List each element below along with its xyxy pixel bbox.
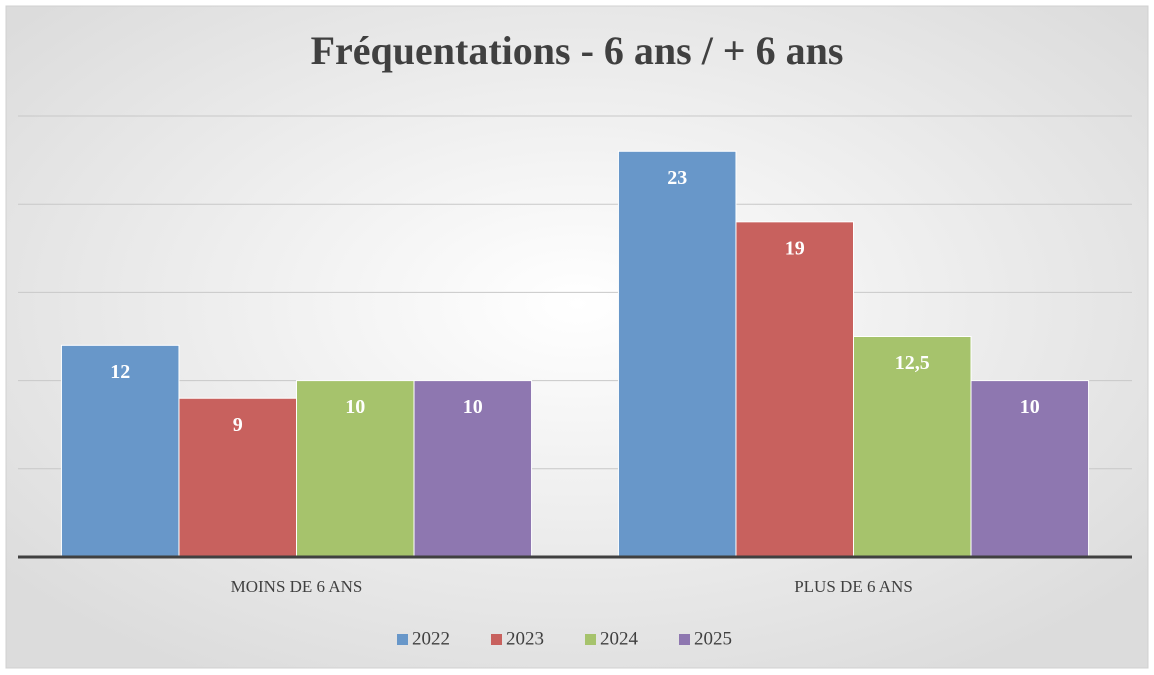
bar [617, 150, 737, 558]
data-label: 10 [345, 396, 365, 418]
legend-swatch [585, 634, 596, 645]
data-label: 9 [233, 414, 243, 436]
legend-label: 2023 [506, 628, 544, 649]
chart-background [5, 5, 1149, 669]
bar [296, 380, 415, 558]
data-label: 12,5 [895, 352, 930, 374]
bar [413, 380, 533, 558]
x-tick-label: MOINS DE 6 ANS [231, 577, 363, 596]
legend-label: 2022 [412, 628, 450, 649]
legend-swatch [491, 634, 502, 645]
legend-label: 2025 [694, 628, 732, 649]
data-label: 23 [667, 167, 687, 189]
bar [853, 336, 972, 558]
data-label: 10 [463, 396, 483, 418]
legend-label: 2024 [600, 628, 639, 649]
data-label: 10 [1020, 396, 1040, 418]
bar [735, 221, 855, 558]
data-label: 19 [785, 237, 805, 259]
chart-title: Fréquentations - 6 ans / + 6 ans [311, 28, 844, 73]
bar [970, 380, 1090, 558]
legend-swatch [397, 634, 408, 645]
data-label: 12 [110, 361, 130, 383]
x-tick-label: PLUS DE 6 ANS [794, 577, 913, 596]
legend-swatch [679, 634, 690, 645]
